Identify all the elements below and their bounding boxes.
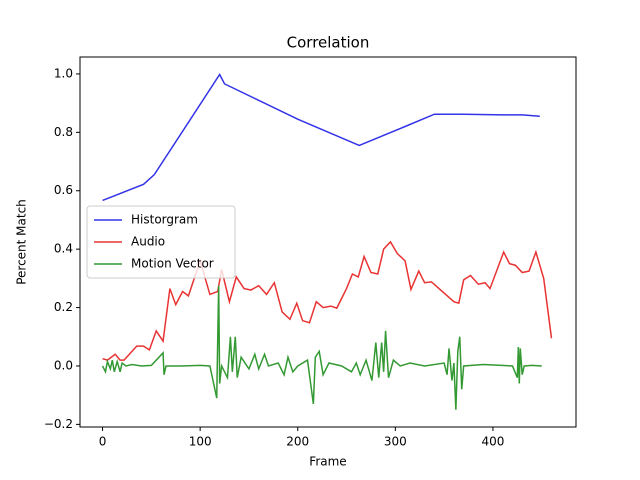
y-tick-label: 0.4: [54, 242, 73, 256]
plot-frame: [79, 56, 577, 428]
legend-label: Audio: [131, 235, 165, 249]
x-axis-label: Frame: [309, 455, 346, 469]
chart-title: Correlation: [287, 34, 370, 52]
y-tick-label: 0.8: [54, 125, 73, 139]
y-axis-label: Percent Match: [15, 199, 29, 285]
series-line: [102, 73, 540, 202]
legend-label: Motion Vector: [131, 257, 214, 271]
x-tick-label: 400: [481, 435, 504, 449]
y-tick-label: 1.0: [54, 66, 73, 80]
series-line: [102, 240, 553, 361]
series-line: [101, 285, 542, 410]
x-tick-label: 100: [189, 435, 212, 449]
x-tick-label: 300: [384, 435, 407, 449]
y-tick-label: 0.6: [54, 183, 73, 197]
legend-label: Historgram: [131, 213, 198, 227]
x-tick-label: 200: [286, 435, 309, 449]
y-tick-label: −0.2: [44, 417, 73, 431]
y-tick-label: 0.2: [54, 300, 73, 314]
x-tick-label: 0: [99, 435, 107, 449]
y-tick-label: 0.0: [54, 358, 73, 372]
legend-box: [86, 205, 236, 279]
